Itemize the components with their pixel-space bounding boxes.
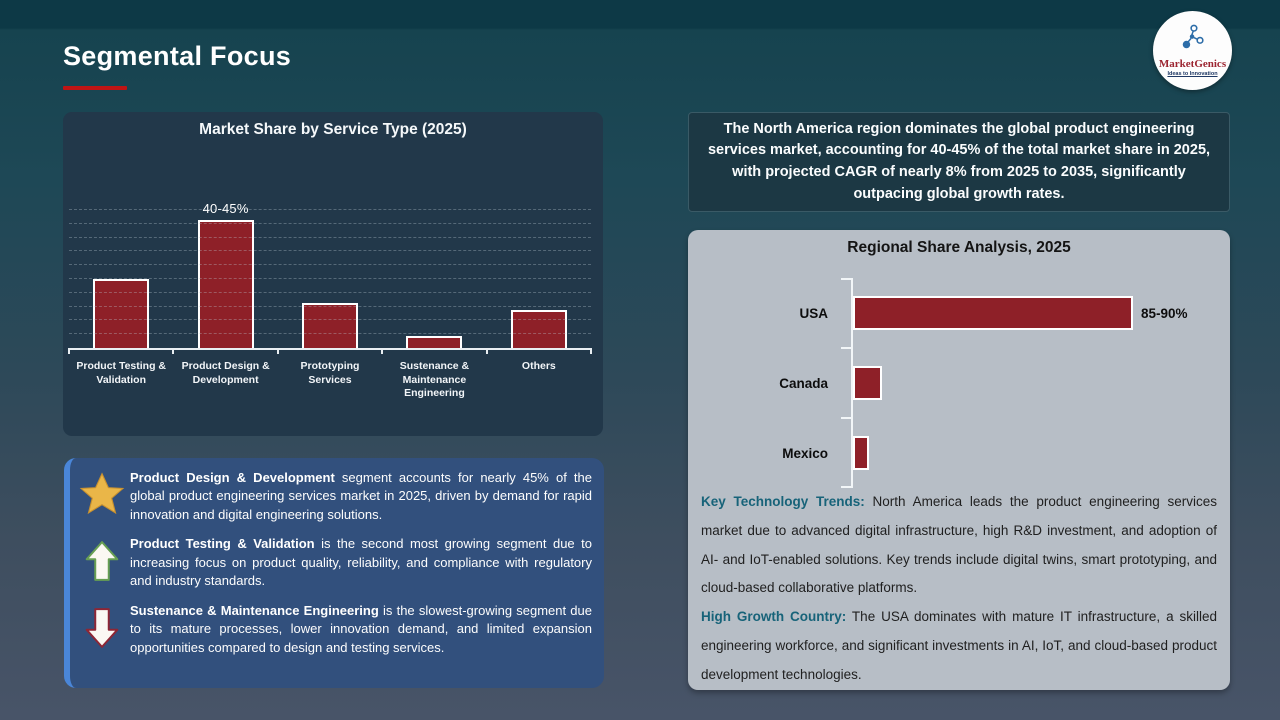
service-chart-title: Market Share by Service Type (2025) bbox=[199, 121, 467, 138]
gridline bbox=[69, 236, 591, 238]
bar bbox=[853, 436, 869, 470]
regional-notes: Key Technology Trends: North America lea… bbox=[701, 488, 1217, 689]
bar bbox=[93, 279, 150, 348]
axis-tick bbox=[841, 278, 851, 280]
molecule-icon bbox=[1179, 24, 1207, 57]
axis-tick bbox=[841, 486, 851, 488]
insight-text: Sustenance & Maintenance Engineering is … bbox=[130, 602, 592, 655]
gridline bbox=[69, 319, 591, 321]
insight-item: Product Testing & Validation is the seco… bbox=[78, 535, 592, 590]
note-paragraph: Key Technology Trends: North America lea… bbox=[701, 494, 1218, 596]
bar-column bbox=[382, 152, 486, 348]
service-chart-bars: 40-45% bbox=[69, 152, 591, 348]
bar-data-label: 85-90% bbox=[1141, 305, 1188, 321]
category-label: USA bbox=[799, 305, 828, 321]
regional-share-panel: Regional Share Analysis, 2025 USA 85-90% C… bbox=[688, 230, 1230, 690]
chart-row: Canada bbox=[688, 348, 1230, 418]
note-lead: Key Technology Trends: bbox=[701, 494, 865, 509]
logo-tagline: Ideas to Innovation bbox=[1167, 71, 1218, 77]
category-label: Sustenance & Maintenance Engineering bbox=[399, 360, 470, 400]
axis-tick bbox=[172, 348, 175, 354]
star-icon bbox=[78, 469, 126, 524]
gridline bbox=[69, 278, 591, 279]
gridline bbox=[69, 333, 591, 335]
axis-tick bbox=[381, 348, 384, 354]
axis-tick bbox=[590, 348, 592, 354]
category-label: Product Testing & Validation bbox=[76, 360, 167, 386]
insight-text: Product Testing & Validation is the seco… bbox=[130, 536, 592, 589]
gridline bbox=[69, 264, 591, 266]
bar-column bbox=[487, 152, 591, 348]
page-title: Segmental Focus bbox=[63, 41, 292, 71]
bar bbox=[510, 310, 567, 348]
gridline bbox=[69, 305, 591, 307]
regional-chart-axis bbox=[851, 278, 853, 488]
note-paragraph: High Growth Country: The USA dominates w… bbox=[701, 609, 1218, 682]
bar bbox=[853, 366, 882, 400]
callout-text: The North America region dominates the g… bbox=[707, 120, 1211, 202]
insight-item: Sustenance & Maintenance Engineering is … bbox=[78, 602, 592, 657]
axis-tick bbox=[68, 348, 70, 354]
bar bbox=[853, 296, 1133, 330]
title-underline bbox=[63, 86, 127, 90]
insight-text: Product Design & Development segment acc… bbox=[130, 470, 592, 522]
bar-column bbox=[69, 152, 173, 348]
service-type-chart: Market Share by Service Type (2025) 40-4… bbox=[63, 112, 603, 436]
bar-column bbox=[278, 152, 382, 348]
gridline bbox=[69, 209, 591, 210]
bar bbox=[406, 336, 463, 348]
gridline bbox=[69, 291, 591, 293]
down-arrow-icon bbox=[78, 602, 126, 657]
category-label: Canada bbox=[779, 375, 828, 391]
bar-column: 40-45% bbox=[173, 152, 277, 348]
logo-name: MarketGenics bbox=[1158, 58, 1227, 70]
insight-item: Product Design & Development segment acc… bbox=[78, 469, 592, 524]
north-america-callout: The North America region dominates the g… bbox=[688, 112, 1230, 212]
regional-chart-title: Regional Share Analysis, 2025 bbox=[847, 239, 1071, 256]
service-chart-category-labels: Product Testing & Validation Product Desi… bbox=[69, 360, 591, 401]
axis-tick bbox=[841, 347, 851, 349]
service-chart-plot: 40-45% bbox=[68, 152, 592, 354]
chart-row: Mexico bbox=[688, 418, 1230, 488]
bar bbox=[302, 303, 359, 348]
category-label: Prototyping Services bbox=[300, 360, 360, 386]
category-label: Product Design & Development bbox=[181, 360, 270, 386]
segment-insights-box: Product Design & Development segment acc… bbox=[64, 458, 604, 688]
chart-row: USA 85-90% bbox=[688, 278, 1230, 348]
bar-data-label: 40-45% bbox=[202, 201, 249, 216]
axis-tick bbox=[485, 348, 488, 354]
note-lead: High Growth Country: bbox=[701, 609, 847, 624]
category-label: Others bbox=[521, 360, 556, 372]
regional-chart-plot: USA 85-90% Canada Mexico bbox=[688, 278, 1230, 488]
bar bbox=[197, 220, 254, 348]
category-label: Mexico bbox=[782, 445, 828, 461]
up-arrow-icon bbox=[78, 535, 126, 590]
gridline bbox=[69, 250, 591, 252]
gridline bbox=[69, 222, 591, 224]
axis-tick bbox=[841, 417, 851, 419]
axis-tick bbox=[276, 348, 279, 354]
marketgenics-logo: MarketGenics Ideas to Innovation bbox=[1153, 11, 1232, 90]
